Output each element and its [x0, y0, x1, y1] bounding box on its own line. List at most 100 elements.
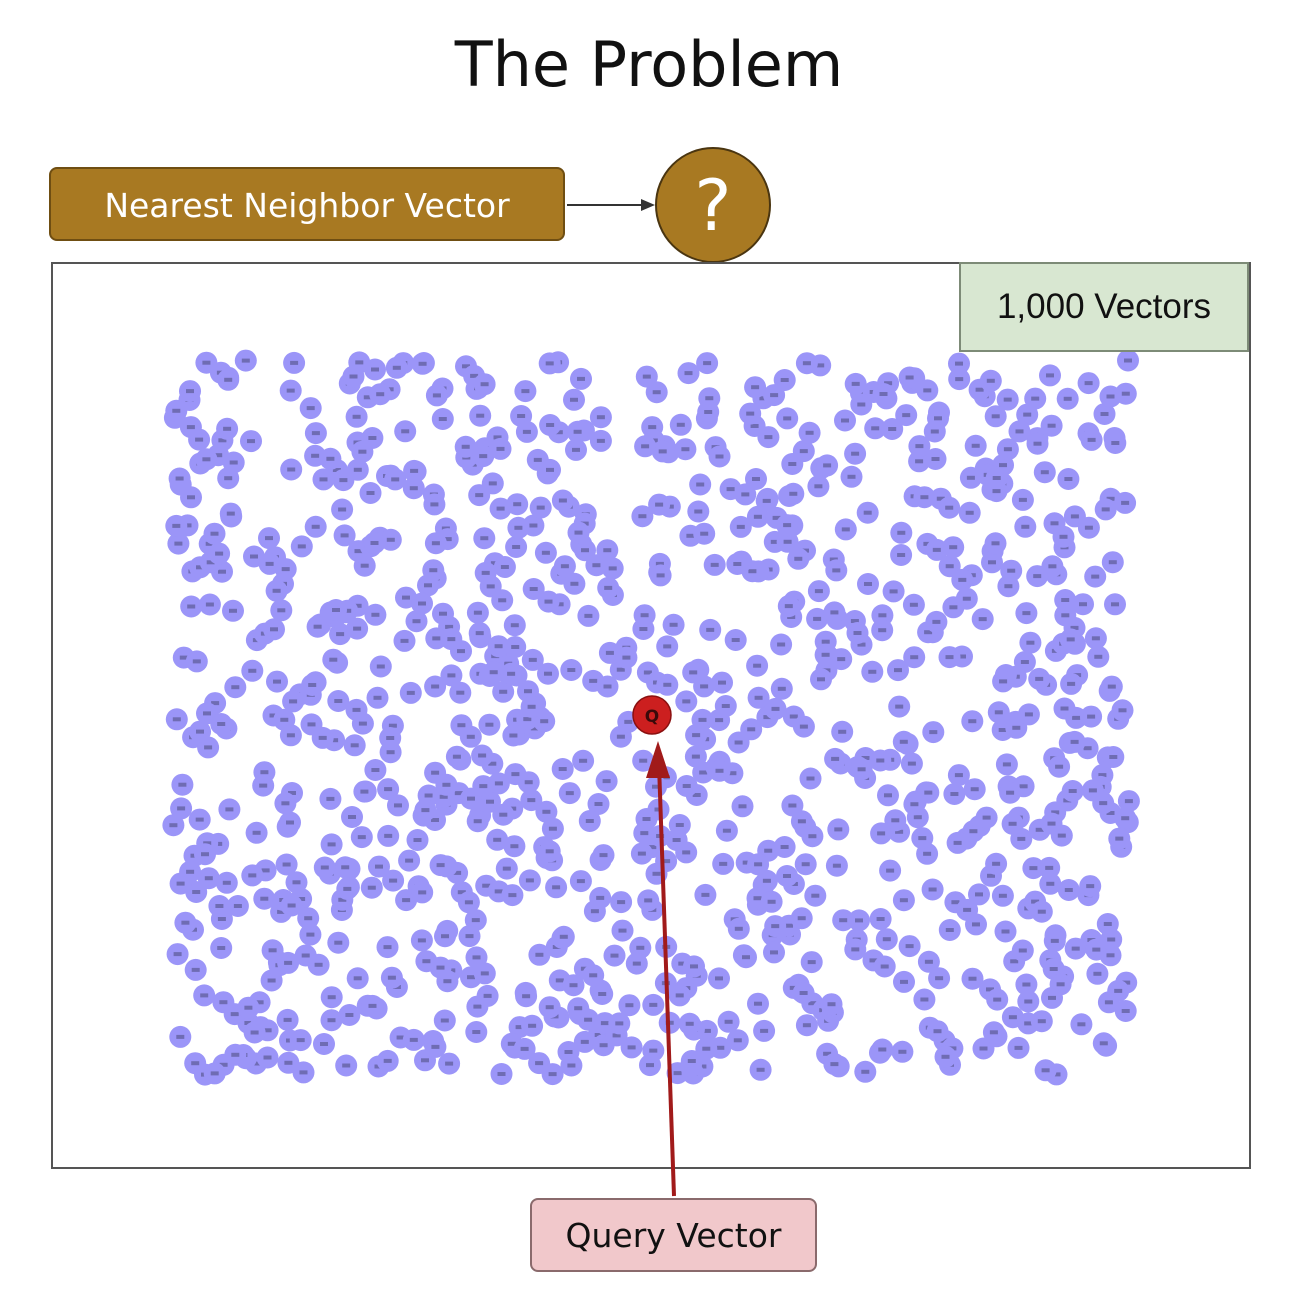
vector-point-id-mark: [431, 684, 440, 689]
vector-point-id-mark: [530, 726, 539, 731]
vector-point-id-mark: [418, 890, 427, 895]
vector-point-id-mark: [910, 802, 919, 807]
vector-point-id-mark: [700, 531, 709, 536]
vector-point-id-mark: [1055, 764, 1064, 769]
vector-point-id-mark: [923, 541, 932, 546]
vector-point-id-mark: [179, 655, 188, 660]
vector-point-id-mark: [529, 523, 538, 528]
vector-point-id-mark: [834, 827, 843, 832]
vector-point-id-mark: [1067, 681, 1076, 686]
vector-point-id-mark: [219, 1062, 228, 1067]
vector-point-id-mark: [966, 475, 975, 480]
vector-point-id-mark: [409, 486, 418, 491]
vector-point-id-mark: [494, 889, 503, 894]
vector-point-id-mark: [638, 514, 647, 519]
vector-point-id-mark: [422, 959, 431, 964]
vector-point-id-mark: [802, 1023, 811, 1028]
vector-point-id-mark: [183, 523, 192, 528]
vector-point-id-mark: [402, 898, 411, 903]
vector-point-id-mark: [456, 690, 465, 695]
vector-point-id-mark: [173, 952, 182, 957]
nearest-neighbor-label-box: Nearest Neighbor Vector: [49, 167, 565, 241]
vector-point-id-mark: [1060, 706, 1069, 711]
vector-point-id-mark: [770, 950, 778, 955]
vector-point-id-mark: [878, 613, 887, 618]
vector-point-id-mark: [473, 1004, 482, 1009]
vector-point-id-mark: [1061, 613, 1070, 618]
vector-point-id-mark: [1106, 953, 1115, 958]
vector-point-id-mark: [767, 899, 776, 904]
vector-point-id-mark: [418, 601, 426, 606]
vector-point-id-mark: [691, 754, 700, 759]
vector-point-id-mark: [217, 722, 226, 726]
vector-point-id-mark: [861, 1069, 870, 1074]
vector-point-id-mark: [544, 671, 552, 676]
vector-point-id-mark: [229, 460, 238, 465]
vector-point-id-mark: [1066, 637, 1075, 642]
vector-point-id-mark: [472, 1030, 481, 1034]
vector-point-id-mark: [1031, 899, 1040, 904]
vector-point-id-mark: [533, 457, 542, 462]
vector-point-id-mark: [233, 904, 242, 908]
vector-point-id-mark: [992, 861, 1001, 866]
vector-point-id-mark: [348, 815, 356, 819]
vector-point-id-mark: [1106, 496, 1115, 501]
vector-point-id-mark: [827, 1002, 836, 1007]
vector-point-id-mark: [225, 807, 234, 812]
vector-point-id-mark: [624, 719, 633, 724]
vector-point-id-mark: [999, 463, 1007, 468]
vector-point-id-mark: [355, 360, 364, 365]
vector-point-id-mark: [1033, 441, 1042, 446]
vector-point-id-mark: [832, 568, 841, 573]
vector-point-id-mark: [454, 791, 463, 796]
vector-point-id-mark: [652, 784, 660, 789]
vector-point-id-mark: [332, 608, 340, 612]
vector-point-id-mark: [857, 402, 866, 407]
vector-point-id-mark: [334, 940, 343, 945]
vector-point-id-mark: [373, 695, 382, 700]
vector-point-id-mark: [998, 728, 1007, 732]
vector-point-id-mark: [652, 871, 661, 876]
vector-point-id-mark: [855, 918, 863, 923]
unknown-neighbor-circle: ?: [655, 147, 771, 263]
vector-point-id-mark: [986, 378, 995, 383]
vector-point-id-mark: [343, 886, 352, 891]
vector-point-id-mark: [1001, 929, 1010, 934]
vector-point-id-mark: [880, 964, 889, 969]
vector-point-id-mark: [699, 770, 708, 775]
vector-point-id-mark: [541, 550, 550, 555]
vector-point-id-mark: [349, 374, 358, 379]
vector-point-id-mark: [512, 545, 521, 549]
vector-point-id-mark: [1031, 396, 1040, 401]
vector-point-id-mark: [728, 771, 737, 776]
vector-point-id-mark: [955, 377, 964, 382]
vector-point-id-mark: [951, 900, 960, 905]
vector-point-id-mark: [540, 719, 549, 724]
vector-point-id-mark: [252, 1061, 260, 1066]
vector-point-id-mark: [202, 457, 211, 462]
vector-point-id-mark: [230, 1012, 239, 1017]
vector-point-id-mark: [370, 541, 379, 545]
vector-point-id-mark: [992, 476, 1001, 480]
vector-point-id-mark: [510, 844, 519, 849]
vector-point-id-mark: [386, 537, 395, 542]
vector-point-id-mark: [522, 429, 531, 434]
vector-point-id-mark: [226, 511, 235, 516]
vector-point-id-mark: [1022, 611, 1031, 616]
vector-point-id-mark: [327, 995, 336, 1000]
vector-point-id-mark: [1064, 477, 1073, 481]
vector-point-id-mark: [527, 704, 536, 709]
vector-point-id-mark: [265, 536, 273, 541]
vector-point-id-mark: [572, 447, 580, 452]
vector-point-id-mark: [1109, 755, 1118, 759]
vector-point-id-mark: [496, 446, 505, 451]
vector-point-id-mark: [268, 948, 277, 953]
vector-point-id-mark: [788, 803, 797, 808]
vector-point-id-mark: [839, 918, 848, 923]
vector-point-id-mark: [924, 630, 933, 635]
vector-point-id-mark: [338, 897, 347, 902]
vector-point-id-mark: [475, 631, 484, 636]
vector-point-id-mark: [682, 850, 691, 855]
vector-point-id-mark: [1008, 1015, 1017, 1020]
vector-point-id-mark: [963, 907, 972, 912]
